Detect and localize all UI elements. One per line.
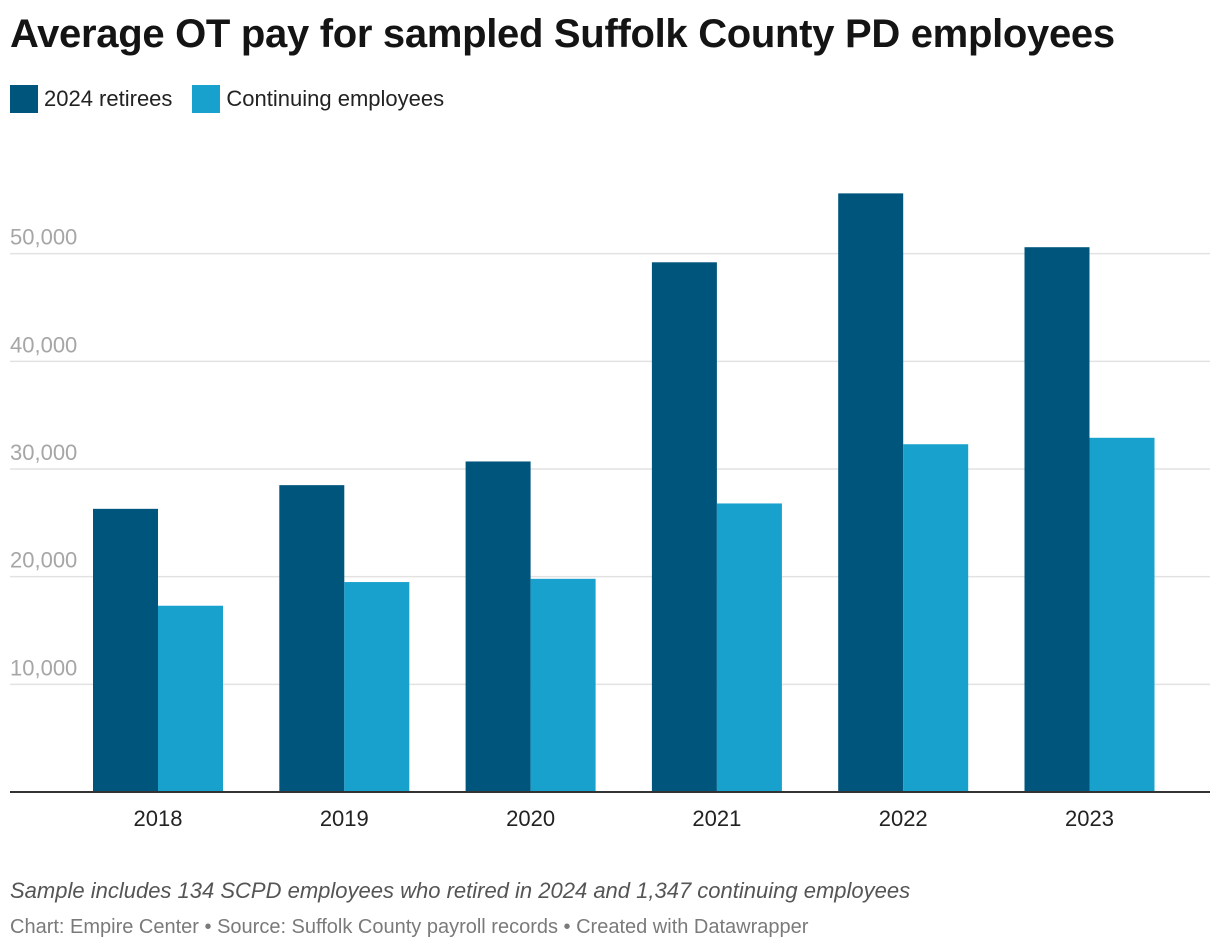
chart-legend: 2024 retirees Continuing employees — [10, 84, 464, 114]
x-axis: 2018 2019 2020 2021 2022 2023 — [10, 791, 1210, 831]
bar-continuing — [344, 582, 410, 792]
bar-continuing — [1089, 437, 1155, 792]
x-tick-label: 2019 — [320, 806, 369, 831]
bar-continuing — [530, 578, 596, 792]
bar-continuing — [903, 444, 969, 792]
legend-swatch-retirees — [10, 85, 38, 113]
y-tick-label: 10,000 — [10, 655, 77, 680]
gridlines — [10, 252, 1210, 686]
bar-retirees — [465, 461, 531, 792]
page-title: Average OT pay for sampled Suffolk Count… — [10, 12, 1115, 56]
bars — [93, 193, 1155, 792]
bar-retirees — [93, 508, 158, 792]
x-tick-label: 2022 — [879, 806, 928, 831]
y-tick-labels: 10,000 20,000 30,000 40,000 50,000 — [10, 225, 77, 681]
legend-item-continuing: Continuing employees — [192, 85, 444, 113]
bar-retirees — [838, 193, 904, 792]
x-tick-label: 2018 — [134, 806, 183, 831]
x-tick-label: 2023 — [1065, 806, 1114, 831]
bar-continuing — [158, 605, 223, 792]
legend-label-retirees: 2024 retirees — [44, 86, 173, 111]
bar-retirees — [1024, 247, 1090, 792]
legend-item-retirees: 2024 retirees — [10, 85, 172, 113]
x-tick-label: 2020 — [506, 806, 555, 831]
bar-retirees — [279, 485, 345, 792]
legend-swatch-continuing — [192, 85, 221, 113]
legend-label-continuing: Continuing employees — [226, 86, 445, 111]
y-tick-label: 30,000 — [10, 440, 77, 465]
bar-retirees — [651, 262, 717, 792]
y-tick-label: 50,000 — [10, 225, 77, 250]
x-tick-label: 2021 — [692, 806, 741, 831]
y-tick-label: 40,000 — [10, 332, 77, 357]
y-tick-label: 20,000 — [10, 548, 77, 573]
footer-note: Sample includes 134 SCPD employees who r… — [10, 878, 911, 903]
footer-credit: Chart: Empire Center • Source: Suffolk C… — [10, 916, 809, 938]
bar-continuing — [716, 503, 782, 792]
